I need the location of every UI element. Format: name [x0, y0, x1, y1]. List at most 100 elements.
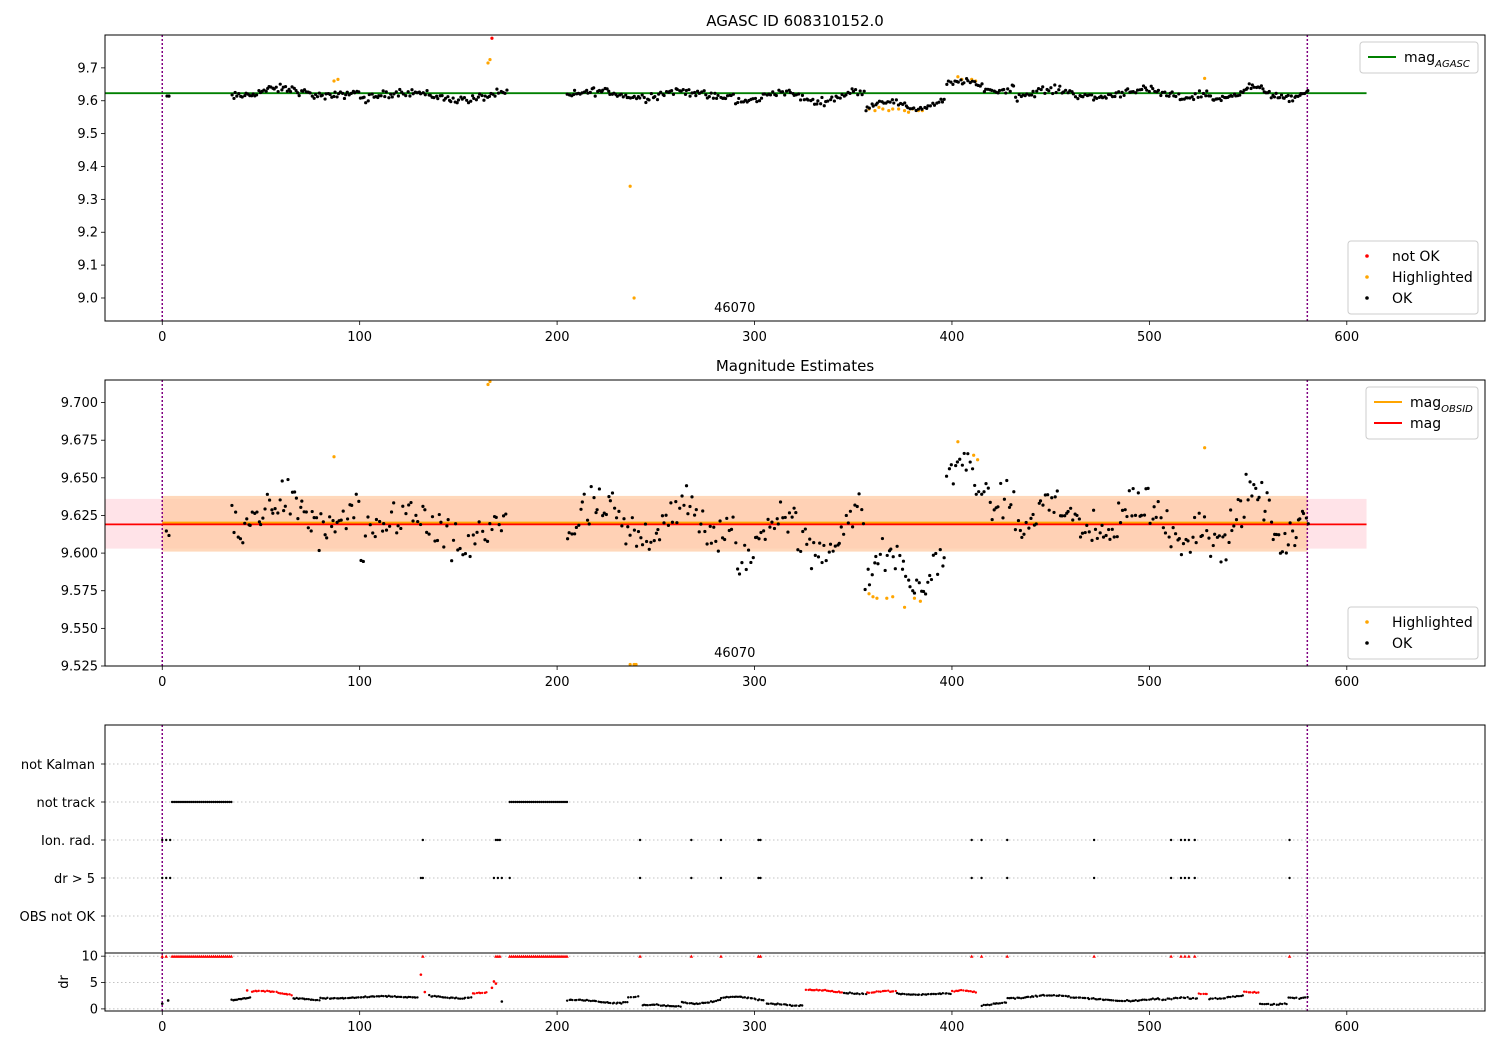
ok-point — [248, 523, 252, 527]
ok-point — [783, 515, 787, 520]
ok-point — [860, 92, 864, 97]
dr-point — [1266, 1002, 1270, 1006]
ok-point — [580, 500, 584, 504]
dr-point — [750, 997, 754, 1000]
dr-clipped-marker — [719, 954, 723, 958]
ok-point — [357, 499, 361, 503]
dr-point — [303, 998, 307, 1001]
dr-point — [1087, 997, 1091, 1001]
ok-point — [485, 539, 490, 544]
dr-point — [693, 1002, 696, 1006]
dr-point — [1202, 992, 1205, 996]
ok-point — [844, 93, 848, 97]
ok-point — [1159, 516, 1163, 520]
ok-point — [809, 567, 814, 571]
flag-point — [508, 876, 511, 880]
ok-point — [925, 106, 929, 110]
y-tick-label: 10 — [81, 950, 98, 965]
ok-point — [597, 487, 601, 491]
ok-point — [671, 92, 676, 96]
ok-point — [1125, 514, 1129, 519]
ok-point — [271, 511, 275, 515]
ok-point — [1005, 478, 1009, 483]
dr-point — [853, 992, 856, 996]
ok-point — [589, 484, 593, 489]
dr-point — [389, 995, 392, 998]
ok-point — [888, 100, 892, 104]
ok-point — [693, 90, 697, 95]
ok-point — [966, 79, 970, 83]
dr-clipped-marker — [498, 954, 502, 958]
ok-point — [743, 543, 747, 547]
legend-box — [1347, 240, 1479, 315]
flag-point — [494, 838, 498, 842]
highlighted-point — [332, 79, 336, 83]
ok-point — [1252, 483, 1256, 487]
ok-point — [749, 560, 753, 565]
ok-point — [713, 91, 717, 95]
ok-point — [1279, 93, 1284, 97]
dr-point — [1035, 995, 1039, 998]
dr-point — [861, 992, 865, 996]
dr-point — [565, 999, 569, 1002]
ok-point — [302, 88, 307, 92]
flag-point — [553, 800, 557, 804]
dr-point — [894, 989, 897, 993]
flag-point — [228, 800, 231, 804]
dr-clipped-marker — [229, 954, 234, 958]
ok-point — [379, 94, 383, 98]
dr-point — [670, 1004, 673, 1008]
ok-point — [1274, 532, 1278, 537]
flag-point — [980, 876, 983, 880]
dr-point — [1280, 1002, 1284, 1006]
flag-point — [638, 838, 642, 842]
ok-point — [1254, 486, 1258, 490]
ok-point — [394, 90, 398, 94]
ok-point — [1201, 91, 1206, 96]
ok-point — [1164, 94, 1169, 98]
ok-point — [873, 561, 877, 565]
ok-point — [362, 95, 366, 99]
ok-point — [638, 96, 642, 100]
ok-point — [449, 99, 453, 104]
dr-point — [827, 989, 830, 993]
ok-point — [1287, 99, 1291, 104]
dr-point — [739, 995, 743, 999]
ok-point — [977, 490, 981, 494]
ok-point — [373, 534, 377, 539]
dr-point — [612, 1001, 616, 1005]
flag-point — [546, 800, 549, 804]
ok-point — [1286, 93, 1290, 97]
ok-point — [317, 548, 321, 553]
ok-point — [1060, 514, 1064, 518]
ok-point — [1130, 514, 1134, 518]
panel-title: Magnitude Estimates — [716, 357, 874, 375]
ok-point — [588, 90, 592, 94]
ok-point — [286, 477, 290, 482]
dr-point — [277, 991, 280, 995]
dr-point — [230, 998, 233, 1001]
highlighted-point — [332, 455, 336, 459]
ok-point — [1133, 513, 1138, 517]
dr-point — [1009, 996, 1013, 1000]
ok-point — [1134, 91, 1138, 95]
ok-point — [1169, 545, 1173, 549]
dr-point — [578, 998, 582, 1001]
dr-point — [688, 1002, 691, 1005]
dr-point — [1289, 996, 1292, 999]
ok-point — [333, 530, 337, 534]
flag-point — [224, 800, 227, 804]
flag-point — [1288, 876, 1291, 880]
dr-point — [627, 996, 630, 999]
ok-point — [1063, 514, 1067, 518]
axes-frame — [104, 952, 1486, 1012]
dr-point — [1295, 996, 1298, 999]
ok-point — [250, 510, 254, 514]
dr-point — [283, 992, 286, 996]
ok-point — [1224, 558, 1228, 562]
ok-point — [851, 89, 856, 94]
x-tick-label: 400 — [940, 675, 965, 690]
dr-point — [1112, 999, 1115, 1002]
dr-point — [846, 992, 850, 995]
ok-point — [496, 91, 501, 95]
